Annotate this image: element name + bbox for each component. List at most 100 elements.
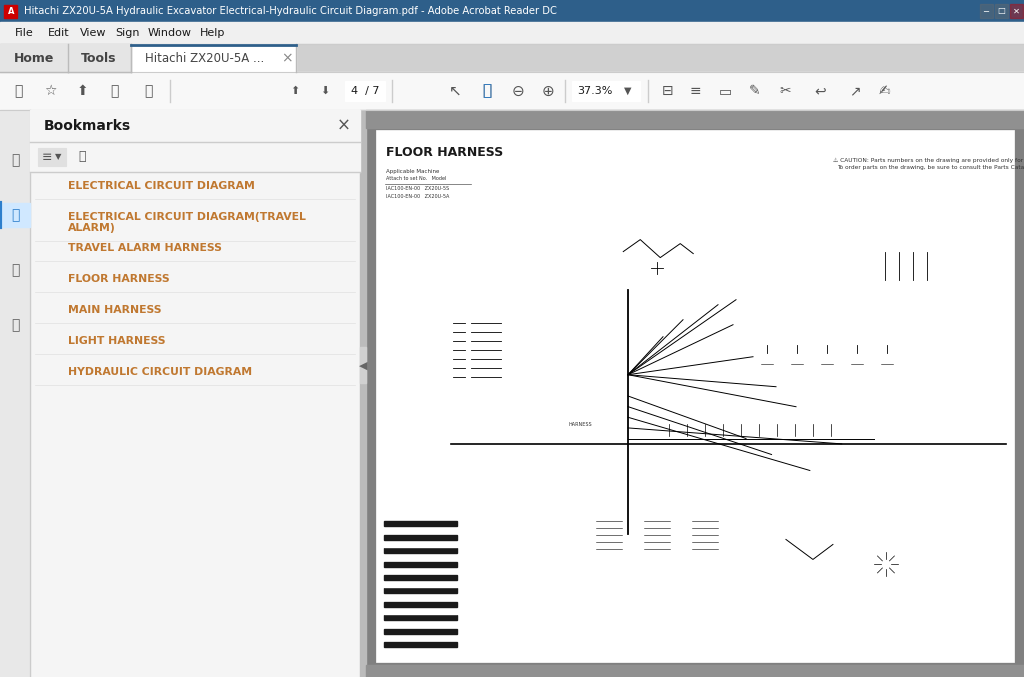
Bar <box>384 521 457 527</box>
Bar <box>0 203 30 227</box>
Text: ALARM): ALARM) <box>68 223 116 233</box>
Text: TRAVEL ALARM HARNESS: TRAVEL ALARM HARNESS <box>68 243 222 253</box>
Bar <box>778 515 926 619</box>
Bar <box>384 548 457 553</box>
Bar <box>0 0 1024 22</box>
Bar <box>0 44 68 72</box>
Bar <box>38 148 66 166</box>
Bar <box>451 314 503 382</box>
Text: ×: × <box>282 51 293 65</box>
Text: 🔍: 🔍 <box>143 84 153 98</box>
Text: ✕: ✕ <box>1013 7 1020 16</box>
Bar <box>50 337 60 353</box>
Bar <box>345 81 385 101</box>
Bar <box>384 602 457 607</box>
Bar <box>384 568 457 573</box>
Bar <box>384 582 457 587</box>
Bar <box>384 555 457 560</box>
Text: ☆: ☆ <box>44 84 56 98</box>
Text: Hitachi ZX20U-5A Hydraulic Excavator Electrical-Hydraulic Circuit Diagram.pdf - : Hitachi ZX20U-5A Hydraulic Excavator Ele… <box>24 6 557 16</box>
Bar <box>995 4 1008 18</box>
Text: 📋: 📋 <box>11 153 19 167</box>
Text: Tools: Tools <box>81 51 117 64</box>
Bar <box>615 232 700 290</box>
Text: ─: ─ <box>983 7 988 16</box>
Text: ⊕: ⊕ <box>542 83 554 98</box>
Bar <box>665 436 675 452</box>
Bar <box>50 306 60 322</box>
Text: 🔖: 🔖 <box>11 208 19 222</box>
Bar <box>855 436 864 452</box>
Text: ⬇: ⬇ <box>321 86 330 96</box>
Text: ↩: ↩ <box>814 84 825 98</box>
Bar <box>641 514 673 556</box>
Bar <box>50 368 60 384</box>
Bar <box>50 182 60 198</box>
Bar <box>759 353 775 375</box>
Bar <box>465 366 471 370</box>
Bar <box>755 436 765 452</box>
Bar <box>384 562 457 567</box>
Text: ▼: ▼ <box>625 86 632 96</box>
Bar <box>561 415 599 433</box>
Text: ✂: ✂ <box>779 84 791 98</box>
Bar <box>50 213 60 229</box>
Text: ≡: ≡ <box>689 84 700 98</box>
Text: ✎: ✎ <box>750 84 761 98</box>
Bar <box>383 519 458 654</box>
Bar <box>384 595 457 600</box>
Text: Hitachi ZX20U-5A ...: Hitachi ZX20U-5A ... <box>145 51 264 64</box>
Text: FLOOR HARNESS: FLOOR HARNESS <box>68 274 170 284</box>
Text: Edit: Edit <box>48 28 70 38</box>
Bar <box>736 436 746 452</box>
Polygon shape <box>50 221 60 225</box>
Polygon shape <box>50 376 60 380</box>
Bar <box>465 348 471 352</box>
Bar <box>366 110 1024 128</box>
Bar <box>819 353 835 375</box>
Text: FLOOR HARNESS: FLOOR HARNESS <box>386 146 503 158</box>
Bar <box>384 615 457 620</box>
Text: 🖨: 🖨 <box>110 84 118 98</box>
Text: ⚠ CAUTION: Parts numbers on the drawing are provided only for reference purpose.: ⚠ CAUTION: Parts numbers on the drawing … <box>833 157 1024 162</box>
Bar <box>870 436 881 452</box>
Text: LIGHT HARNESS: LIGHT HARNESS <box>68 336 166 346</box>
Text: Help: Help <box>200 28 225 38</box>
Bar <box>809 436 818 452</box>
Bar <box>30 142 360 172</box>
Bar <box>384 528 457 533</box>
Polygon shape <box>50 345 60 349</box>
Text: ELECTRICAL CIRCUIT DIAGRAM: ELECTRICAL CIRCUIT DIAGRAM <box>68 181 255 191</box>
Text: 37.3%: 37.3% <box>578 86 612 96</box>
Bar <box>719 436 728 452</box>
Bar <box>384 622 457 627</box>
Bar <box>4 5 17 18</box>
Bar <box>50 244 60 260</box>
Bar <box>700 436 711 452</box>
Text: Applicable Machine: Applicable Machine <box>386 169 439 173</box>
Text: ⬆: ⬆ <box>291 86 300 96</box>
Bar <box>819 154 1009 176</box>
Polygon shape <box>50 190 60 194</box>
Bar <box>376 130 1014 662</box>
Polygon shape <box>50 252 60 256</box>
Text: 📚: 📚 <box>11 318 19 332</box>
Bar <box>826 436 837 452</box>
Text: 🔖: 🔖 <box>78 150 86 164</box>
Text: IAC100-EN-00   ZX20U-5S: IAC100-EN-00 ZX20U-5S <box>386 186 450 192</box>
Bar <box>689 514 721 556</box>
Bar <box>0 44 1024 72</box>
Bar <box>682 436 692 452</box>
Bar <box>384 575 457 580</box>
Text: ✋: ✋ <box>482 83 492 98</box>
Bar <box>465 339 471 343</box>
Text: HYDRAULIC CIRCUIT DIAGRAM: HYDRAULIC CIRCUIT DIAGRAM <box>68 367 252 377</box>
Bar <box>131 44 296 72</box>
Bar <box>880 248 942 284</box>
Bar <box>980 4 993 18</box>
Bar <box>465 330 471 334</box>
Bar <box>366 665 1024 677</box>
Bar <box>384 642 457 647</box>
Text: Window: Window <box>148 28 193 38</box>
Bar <box>772 436 782 452</box>
